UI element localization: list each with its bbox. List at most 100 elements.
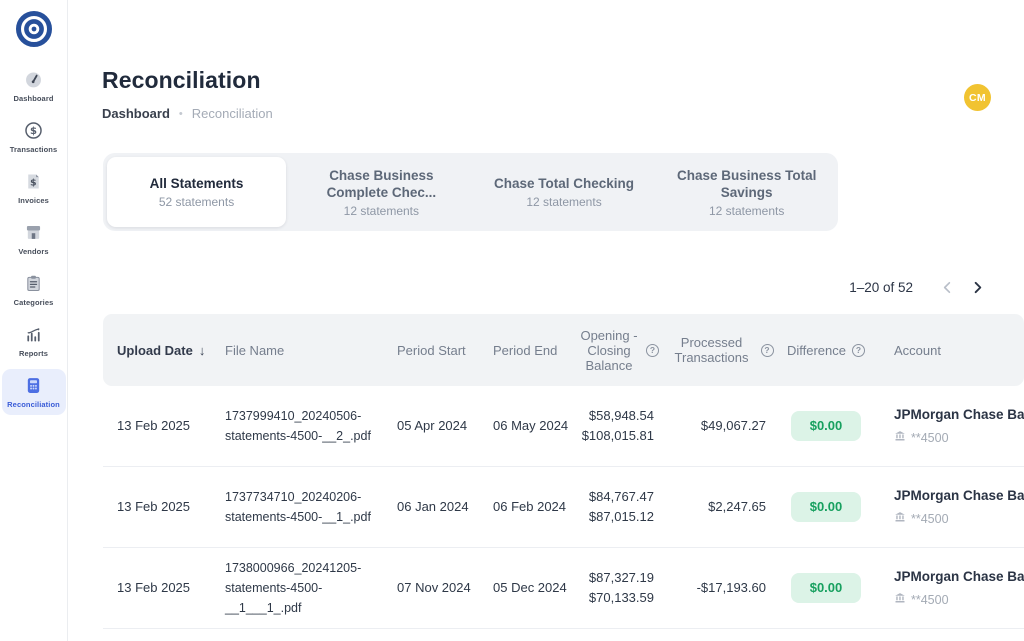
tab-count: 12 statements	[708, 203, 785, 218]
account-cell: JPMorgan Chase Bank **4500	[876, 386, 1024, 466]
sidebar-item-vendors[interactable]: Vendors	[2, 216, 66, 262]
table-row[interactable]: 13 Feb 2025 1737999410_20240506-statemen…	[103, 386, 1024, 467]
tab-label: Chase Business Complete Chec...	[326, 167, 437, 200]
tab-label: All Statements	[149, 176, 244, 191]
tab-count: 52 statements	[158, 195, 235, 209]
account-cell: JPMorgan Chase Bank **4500	[876, 548, 1024, 628]
column-label: Opening - Closing Balance	[580, 327, 638, 373]
svg-text:$: $	[30, 126, 37, 137]
tab-count: 12 statements	[526, 195, 602, 209]
file-name-cell: 1737734710_20240206-statements-4500-__1_…	[225, 490, 371, 524]
table-row[interactable]: 13 Feb 2025 1737734710_20240206-statemen…	[103, 467, 1024, 548]
sidebar-item-categories[interactable]: Categories	[2, 267, 66, 313]
account-number: **4500	[911, 511, 949, 526]
account-number: **4500	[911, 592, 949, 607]
column-header-account: Account	[876, 314, 1024, 386]
account-number: **4500	[911, 430, 949, 445]
sidebar-item-label: Vendors	[18, 247, 49, 256]
column-label: Difference	[786, 342, 846, 358]
tab-chase-business-total-savings[interactable]: Chase Business Total Savings 12 statemen…	[655, 153, 838, 231]
app-logo-icon[interactable]	[15, 10, 53, 48]
opening-balance: $87,327.19	[588, 570, 654, 585]
breadcrumb: Dashboard • Reconciliation	[102, 106, 1024, 121]
sidebar-item-label: Dashboard	[13, 94, 54, 103]
help-icon[interactable]	[760, 343, 774, 357]
breadcrumb-current: Reconciliation	[191, 106, 273, 121]
tab-all-statements[interactable]: All Statements 52 statements	[107, 157, 286, 227]
tab-chase-total-checking[interactable]: Chase Total Checking 12 statements	[473, 153, 656, 231]
column-header-processed-transactions: Processed Transactions	[666, 314, 776, 386]
period-start-cell: 06 Jan 2024	[397, 499, 469, 514]
balance-cell: $58,948.54 $108,015.81	[571, 386, 666, 466]
svg-text:$: $	[30, 178, 36, 189]
upload-date-cell: 13 Feb 2025	[117, 580, 191, 595]
help-icon[interactable]	[852, 343, 865, 357]
pagination: 1–20 of 52	[102, 277, 985, 297]
processed-transactions-cell: -$17,193.60	[696, 580, 766, 595]
column-label: Account	[894, 342, 941, 358]
processed-transactions-cell: $2,247.65	[708, 499, 766, 514]
tab-chase-business-complete-checking[interactable]: Chase Business Complete Chec... 12 state…	[290, 153, 473, 231]
table-row[interactable]: 13 Feb 2025 1738000966_20241205-statemen…	[103, 548, 1024, 629]
column-header-difference: Difference	[776, 314, 876, 386]
account-name: JPMorgan Chase Bank	[894, 406, 1024, 422]
balance-cell: $87,327.19 $70,133.59	[571, 548, 666, 628]
period-start-cell: 07 Nov 2024	[397, 580, 471, 595]
sidebar-item-label: Transactions	[9, 145, 58, 154]
sidebar-item-reconciliation[interactable]: Reconciliation	[1, 369, 66, 415]
sidebar-item-label: Categories	[13, 298, 54, 307]
period-end-cell: 05 Dec 2024	[493, 580, 567, 595]
opening-balance: $84,767.47	[588, 489, 654, 504]
sidebar-item-reports[interactable]: Reports	[2, 318, 66, 364]
column-header-file-name: File Name	[211, 314, 383, 386]
sidebar-nav: Dashboard $ Transactions $ Invoices	[1, 63, 66, 415]
difference-badge: $0.00	[791, 492, 861, 522]
balance-cell: $84,767.47 $87,015.12	[571, 467, 666, 547]
difference-badge: $0.00	[791, 411, 861, 441]
column-header-upload-date[interactable]: Upload Date	[103, 314, 211, 386]
account-cell: JPMorgan Chase Bank **4500	[876, 467, 1024, 547]
sidebar-item-label: Reconciliation	[7, 400, 60, 409]
sidebar-item-dashboard[interactable]: Dashboard	[2, 63, 66, 109]
next-page-icon[interactable]	[969, 279, 985, 295]
help-icon[interactable]	[646, 343, 659, 357]
account-name: JPMorgan Chase Bank	[894, 568, 1024, 584]
account-name: JPMorgan Chase Bank	[894, 487, 1024, 503]
tab-count: 12 statements	[343, 203, 420, 218]
closing-balance: $70,133.59	[588, 590, 654, 605]
breadcrumb-dashboard-link[interactable]: Dashboard	[102, 106, 170, 121]
pagination-range: 1–20 of 52	[849, 279, 913, 295]
sidebar-item-label: Reports	[18, 349, 49, 358]
table-header-row: Upload Date File Name Period Start Perio…	[103, 314, 1024, 386]
user-avatar[interactable]: CM	[964, 84, 991, 111]
column-header-opening-closing-balance: Opening - Closing Balance	[571, 314, 666, 386]
gauge-icon	[23, 69, 44, 90]
prev-page-icon[interactable]	[939, 279, 955, 295]
clipboard-icon	[23, 273, 44, 294]
column-label: File Name	[225, 342, 285, 358]
tab-label: Chase Business Total Savings	[677, 167, 817, 200]
upload-date-cell: 13 Feb 2025	[117, 499, 191, 514]
file-name-cell: 1738000966_20241205-statements-4500-__1_…	[225, 561, 362, 615]
column-label: Period End	[493, 342, 558, 358]
statements-table: Upload Date File Name Period Start Perio…	[103, 314, 1024, 629]
sidebar-item-transactions[interactable]: $ Transactions	[2, 114, 66, 160]
difference-cell: $0.00	[776, 467, 876, 547]
dollar-circle-icon: $	[23, 120, 44, 141]
closing-balance: $108,015.81	[581, 428, 654, 443]
processed-transactions-cell: $49,067.27	[700, 418, 766, 433]
sort-descending-icon[interactable]	[199, 343, 206, 358]
storefront-icon	[23, 222, 44, 243]
sidebar-item-invoices[interactable]: $ Invoices	[2, 165, 66, 211]
bank-icon	[894, 590, 906, 610]
closing-balance: $87,015.12	[588, 509, 654, 524]
opening-balance: $58,948.54	[588, 408, 654, 423]
column-label: Processed Transactions	[674, 335, 749, 365]
sidebar: Dashboard $ Transactions $ Invoices	[0, 0, 68, 641]
bank-icon	[894, 428, 906, 448]
sidebar-item-label: Invoices	[18, 196, 49, 205]
upload-date-cell: 13 Feb 2025	[117, 418, 191, 433]
bank-icon	[894, 509, 906, 529]
column-header-period-start: Period Start	[383, 314, 479, 386]
period-end-cell: 06 Feb 2024	[493, 499, 567, 514]
